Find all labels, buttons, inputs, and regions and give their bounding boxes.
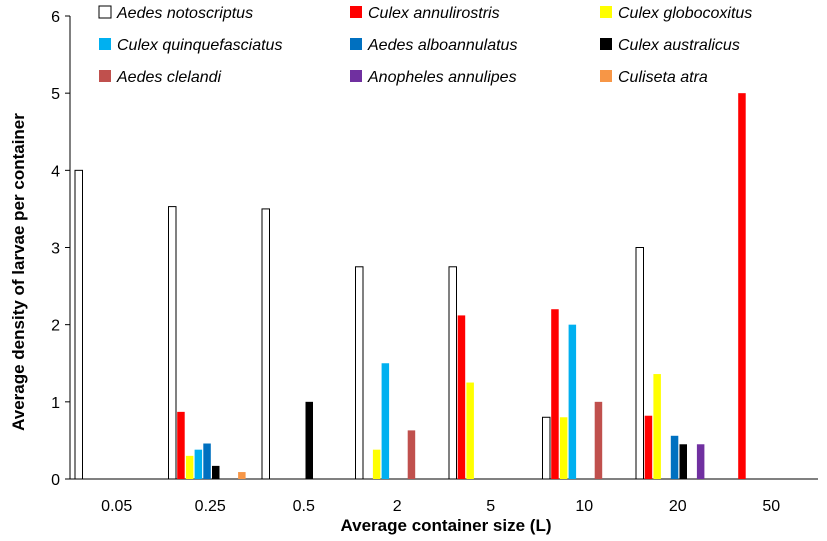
legend-swatch: [350, 6, 362, 18]
bar: [185, 455, 194, 479]
legend-swatch: [600, 38, 612, 50]
bar: [559, 417, 568, 479]
y-tick-label: 6: [51, 9, 60, 26]
legend-swatch: [99, 38, 111, 50]
bar: [670, 435, 679, 479]
bar: [696, 444, 705, 479]
y-tick-label: 1: [51, 395, 60, 412]
legend-label: Aedes clelandi: [116, 69, 222, 86]
bar: [542, 416, 551, 480]
bar: [644, 415, 653, 479]
x-tick-label: 0.25: [195, 498, 226, 515]
legend-swatch: [600, 6, 612, 18]
bar: [466, 382, 474, 479]
legend-label: Culex globocoxitus: [618, 5, 752, 22]
legend-swatch: [600, 70, 612, 82]
legend-swatch: [350, 70, 362, 82]
plot-area: 0 1 2 3 4 5 6 0.05 0.25 0.5 2 5 10 20 50: [51, 9, 818, 515]
bar: [177, 411, 185, 479]
legend-label: Anopheles annulipes: [367, 69, 517, 86]
bar: [305, 401, 313, 479]
legend-label: Aedes notoscriptus: [116, 5, 253, 22]
bars: [74, 93, 746, 480]
bar: [168, 206, 177, 480]
legend-swatch: [350, 38, 362, 50]
bar: [551, 309, 559, 479]
x-tick-label: 0.5: [293, 498, 315, 515]
x-tick-label: 5: [486, 498, 495, 515]
bar: [194, 449, 203, 479]
y-tick-label: 5: [51, 86, 60, 103]
y-tick-label: 0: [51, 472, 60, 489]
x-tick-label: 50: [762, 498, 780, 515]
bar: [448, 266, 457, 480]
bar: [74, 169, 83, 480]
y-axis-ticks: 0 1 2 3 4 5 6: [51, 9, 70, 489]
bar: [594, 401, 603, 479]
bar: [653, 374, 661, 479]
bar: [679, 444, 687, 479]
bar: [372, 449, 381, 479]
legend-label: Aedes alboannulatus: [367, 37, 517, 54]
y-tick-label: 4: [51, 163, 60, 180]
legend-swatch: [99, 70, 111, 82]
legend-label: Culex quinquefasciatus: [117, 37, 282, 54]
bar: [355, 266, 364, 480]
legend-label: Culiseta atra: [618, 69, 708, 86]
bar: [738, 93, 746, 480]
x-tick-label: 20: [669, 498, 687, 515]
bar: [261, 208, 270, 480]
bar: [568, 324, 577, 479]
y-axis-title: Average density of larvae per container: [9, 113, 28, 431]
x-axis-title: Average container size (L): [341, 516, 552, 535]
bar: [238, 472, 246, 479]
legend-swatch: [98, 5, 112, 19]
x-axis-ticks: 0.05 0.25 0.5 2 5 10 20 50: [101, 498, 780, 515]
bar: [407, 430, 416, 479]
bar: [635, 247, 644, 480]
bar: [212, 465, 220, 479]
x-tick-label: 10: [575, 498, 593, 515]
bar: [203, 443, 211, 479]
y-tick-label: 2: [51, 318, 60, 335]
legend: Aedes notoscriptus Culex annulirostris Cul…: [98, 5, 752, 86]
legend-label: Culex australicus: [618, 37, 740, 54]
x-tick-label: 0.05: [101, 498, 132, 515]
bar: [381, 363, 390, 479]
x-tick-label: 2: [393, 498, 402, 515]
bar: [457, 315, 466, 479]
legend-label: Culex annulirostris: [368, 5, 500, 22]
y-tick-label: 3: [51, 241, 60, 258]
